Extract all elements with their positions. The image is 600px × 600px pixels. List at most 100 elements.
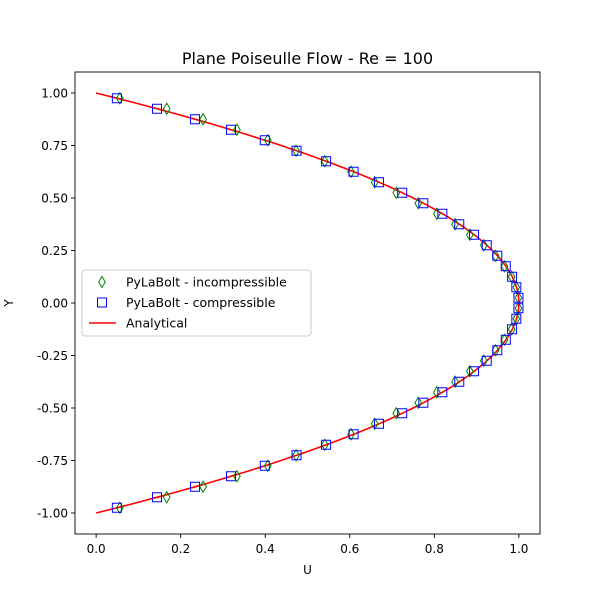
series-0-point-11 [432, 207, 441, 221]
series-0-point-27 [451, 375, 459, 389]
series-0-point-6 [320, 154, 329, 168]
series-1-point-8 [373, 177, 384, 188]
legend-swatch-0 [98, 275, 106, 289]
x-tick-label-3: 0.6 [340, 542, 359, 556]
series-0-point-0 [115, 91, 124, 105]
series-1-point-36 [225, 471, 236, 482]
series-1-point-31 [373, 418, 384, 429]
series-0-point-38 [162, 490, 171, 504]
series-1-point-34 [291, 450, 302, 461]
series-0-point-8 [370, 175, 379, 189]
x-tick-label-2: 0.4 [256, 542, 275, 556]
legend-swatch-1 [97, 297, 107, 308]
series-0-point-22 [507, 322, 516, 336]
series-1-point-12 [454, 219, 465, 230]
series-0-point-35 [263, 459, 272, 473]
series-0-point-14 [479, 238, 488, 252]
series-1-point-37 [190, 481, 201, 492]
series-0-point-25 [479, 354, 488, 368]
y-axis-ticks: -1.00 -0.75 -0.50 -0.25 0.00 0.25 0.50 0.75 1.00 [37, 86, 75, 520]
y-tick-label-1: -0.75 [37, 454, 68, 468]
series-1-point-33 [321, 439, 332, 450]
series-1-point-15 [492, 250, 503, 261]
series-0-point-34 [292, 448, 300, 462]
series-0-point-36 [233, 469, 241, 483]
series-1-point-25 [481, 355, 492, 366]
series-1-point-21 [511, 313, 522, 324]
series-1-point-20 [513, 303, 524, 314]
series-0-point-10 [414, 196, 423, 210]
y-tick-label-7: 0.75 [41, 139, 68, 153]
series-1-point-6 [321, 156, 332, 167]
series-0-point-26 [465, 364, 474, 378]
series-0-point-31 [370, 417, 379, 431]
series-1-point-17 [507, 271, 518, 282]
series-0-point-15 [491, 249, 500, 263]
series-1-point-38 [152, 492, 163, 503]
series-1-point-13 [469, 229, 480, 240]
series-0-point-39 [115, 501, 124, 515]
series-1-point-30 [397, 408, 408, 419]
series-1-point-2 [190, 114, 201, 125]
series-0-point-2 [199, 112, 207, 126]
x-tick-label-0: 0.0 [87, 542, 106, 556]
series-1-point-26 [469, 366, 480, 377]
series-1-point-18 [511, 282, 522, 293]
series-1-point-32 [348, 429, 359, 440]
series-1-point-14 [481, 240, 492, 251]
series-0-point-1 [162, 102, 171, 116]
series-0-point-5 [292, 144, 300, 158]
series-1-point-39 [111, 502, 122, 513]
legend-box [81, 269, 312, 337]
series-1-point-9 [397, 187, 408, 198]
legend-label-1: PyLaBolt - compressible [126, 295, 276, 310]
x-axis-label: U [303, 563, 312, 577]
series-1-point-24 [492, 345, 503, 356]
y-axis-label: Y [2, 299, 16, 308]
chart-title: Plane Poiseulle Flow - Re = 100 [182, 49, 433, 68]
series-0-point-29 [414, 396, 423, 410]
series-1-point-1 [152, 103, 163, 114]
series-1-point-4 [259, 135, 270, 146]
series-1-point-11 [437, 208, 448, 219]
series-0-point-13 [465, 228, 474, 242]
series-1-point-27 [454, 376, 465, 387]
x-tick-label-1: 0.2 [171, 542, 190, 556]
series-1-point-28 [437, 387, 448, 398]
series-1-point-23 [500, 334, 511, 345]
series-0-point-28 [432, 385, 441, 399]
y-tick-label-5: 0.25 [41, 244, 68, 258]
legend-label-2: Analytical [126, 316, 187, 331]
series-1-point-22 [507, 324, 518, 335]
series-1-point-29 [418, 397, 429, 408]
series-0-point-3 [233, 123, 241, 137]
x-axis-ticks: 0.0 0.2 0.4 0.6 0.8 1.0 [87, 534, 528, 556]
series-0-point-24 [491, 343, 500, 357]
series-1-point-7 [348, 166, 359, 177]
legend: PyLaBolt - incompressible PyLaBolt - comp… [81, 269, 312, 337]
y-tick-label-8: 1.00 [41, 86, 68, 100]
x-tick-label-4: 0.8 [425, 542, 444, 556]
series-0-point-9 [392, 186, 401, 200]
y-tick-label-0: -1.00 [37, 506, 68, 520]
y-tick-label-4: 0.00 [41, 296, 68, 310]
series-1-point-35 [259, 460, 270, 471]
series-0-point-33 [320, 438, 329, 452]
series-1-point-0 [111, 93, 122, 104]
y-tick-label-3: -0.25 [37, 349, 68, 363]
series-1-point-3 [225, 124, 236, 135]
series-1-point-16 [500, 261, 511, 272]
series-0-point-30 [392, 406, 401, 420]
series-0-point-23 [500, 333, 509, 347]
series-0-point-16 [500, 259, 509, 273]
y-tick-label-2: -0.50 [37, 401, 68, 415]
series-0-point-12 [451, 217, 459, 231]
x-tick-label-5: 1.0 [509, 542, 528, 556]
series-0-point-37 [199, 480, 207, 494]
legend-label-0: PyLaBolt - incompressible [126, 275, 287, 290]
series-1-point-5 [291, 145, 302, 156]
series-0-point-4 [263, 133, 272, 147]
series-1-point-19 [513, 292, 524, 303]
y-tick-label-6: 0.50 [41, 191, 68, 205]
